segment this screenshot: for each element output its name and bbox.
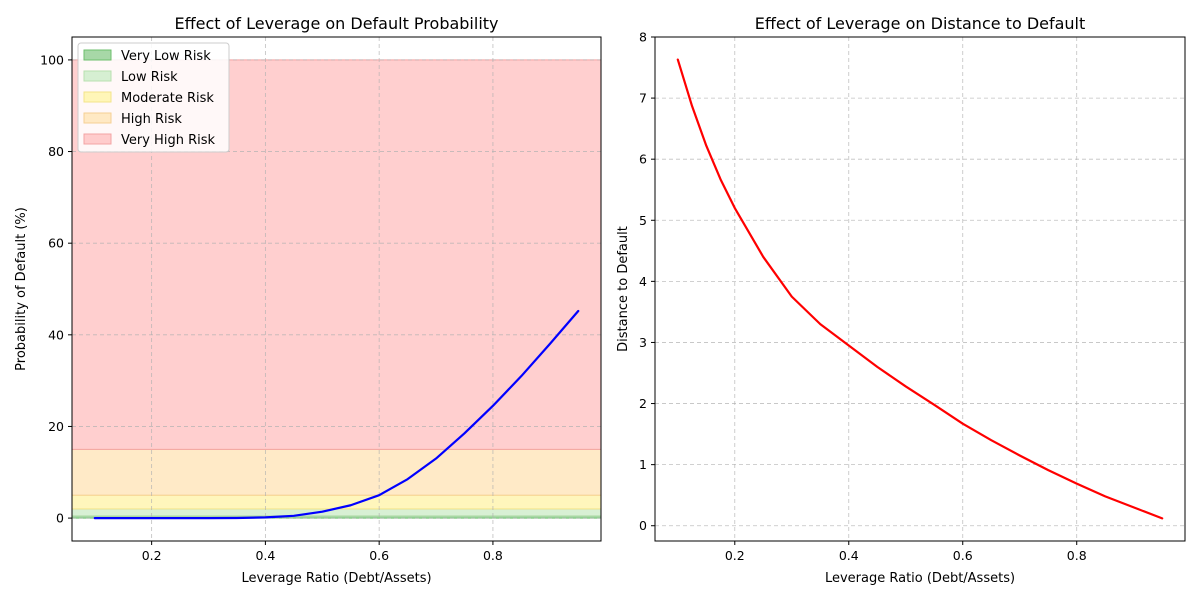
x-tick-label: 0.8 (1067, 548, 1087, 563)
chart-title: Effect of Leverage on Default Probabilit… (174, 14, 498, 33)
y-tick-label: 0 (56, 511, 64, 526)
legend-label: Very High Risk (121, 133, 215, 148)
legend-swatch (84, 50, 111, 60)
legend-swatch (84, 71, 111, 81)
y-axis-label: Probability of Default (%) (14, 207, 29, 371)
legend: Very Low Risk Low Risk Moderate Risk High R… (78, 43, 229, 152)
y-tick-label: 100 (40, 52, 64, 67)
x-tick-label: 0.2 (142, 548, 162, 563)
y-tick-label: 6 (639, 152, 647, 167)
y-tick-label: 1 (639, 457, 647, 472)
y-tick-label: 7 (639, 91, 647, 106)
y-tick-label: 5 (639, 213, 647, 228)
x-tick-label: 0.4 (255, 548, 275, 563)
x-tick-label: 0.4 (839, 548, 859, 563)
subplot-2: 0.2 0.4 0.6 0.8 0 1 2 3 4 5 6 7 8 Effect of Leverage … (616, 14, 1185, 586)
y-tick-label: 2 (639, 396, 647, 411)
legend-swatch (84, 113, 111, 123)
y-tick-label: 0 (639, 518, 647, 533)
series-line-1 (678, 60, 1162, 519)
legend-label: Moderate Risk (121, 91, 214, 106)
legend-swatch (84, 92, 111, 102)
y-tick-label: 60 (48, 236, 64, 251)
x-axis-label: Leverage Ratio (Debt/Assets) (825, 571, 1015, 586)
y-tick-label: 8 (639, 30, 647, 45)
chart-title: Effect of Leverage on Distance to Defaul… (755, 14, 1086, 33)
y-tick-label: 40 (48, 327, 64, 342)
legend-label: Very Low Risk (121, 49, 211, 64)
y-tick-label: 80 (48, 144, 64, 159)
y-axis-label: Distance to Default (616, 226, 631, 352)
x-tick-label: 0.8 (483, 548, 503, 563)
legend-label: High Risk (121, 112, 182, 127)
legend-label: Low Risk (121, 70, 178, 85)
x-tick-label: 0.2 (725, 548, 745, 563)
y-tick-label: 20 (48, 419, 64, 434)
subplot-1: 0.2 0.4 0.6 0.8 0 20 40 60 80 100 Effect of Levera… (14, 14, 601, 586)
x-axis-label: Leverage Ratio (Debt/Assets) (241, 571, 431, 586)
y-tick-label: 4 (639, 274, 647, 289)
legend-swatch (84, 134, 111, 144)
y-tick-label: 3 (639, 335, 647, 350)
x-tick-label: 0.6 (369, 548, 389, 563)
x-tick-label: 0.6 (953, 548, 973, 563)
